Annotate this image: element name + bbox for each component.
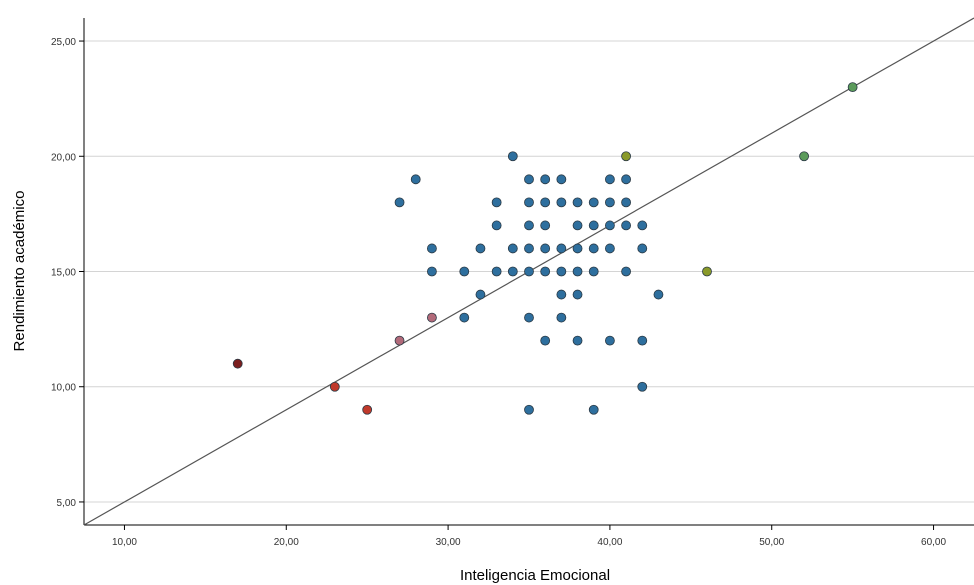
- data-point: [637, 335, 648, 346]
- data-point: [540, 197, 551, 208]
- data-point: [588, 197, 599, 208]
- y-axis-ticks: 5,00 10,00 15,00 20,00 25,00: [51, 37, 84, 509]
- data-point: [507, 243, 518, 254]
- data-point: [702, 266, 712, 277]
- data-point: [540, 335, 551, 346]
- data-point: [524, 174, 534, 185]
- data-point: [637, 381, 648, 392]
- data-point: [605, 197, 615, 208]
- data-point: [507, 266, 518, 277]
- data-point: [556, 243, 567, 254]
- data-point: [362, 404, 373, 415]
- data-point: [524, 266, 534, 277]
- data-point: [491, 266, 502, 277]
- data-point: [524, 243, 534, 254]
- x-tick-label: 10,00: [112, 537, 137, 548]
- data-point: [572, 266, 583, 277]
- y-tick-label: 10,00: [51, 383, 76, 394]
- data-points: [232, 82, 858, 415]
- data-point: [572, 243, 583, 254]
- data-point: [588, 243, 599, 254]
- data-point: [410, 174, 421, 185]
- data-point: [540, 174, 551, 185]
- data-point: [540, 266, 551, 277]
- data-point: [524, 404, 534, 415]
- data-point: [847, 82, 858, 93]
- data-point: [621, 220, 631, 231]
- y-tick-label: 20,00: [51, 152, 76, 163]
- data-point: [427, 266, 437, 277]
- data-point: [556, 312, 567, 323]
- data-point: [653, 289, 664, 300]
- data-point: [621, 151, 631, 162]
- x-axis-title: Inteligencia Emocional: [460, 567, 610, 584]
- data-point: [394, 335, 405, 346]
- data-point: [605, 174, 615, 185]
- data-point: [507, 151, 518, 162]
- data-point: [459, 312, 470, 323]
- data-point: [605, 220, 615, 231]
- data-point: [427, 243, 437, 254]
- data-point: [232, 358, 243, 369]
- data-point: [491, 220, 502, 231]
- data-point: [540, 220, 551, 231]
- x-tick-label: 60,00: [921, 537, 946, 548]
- data-point: [605, 335, 615, 346]
- data-point: [329, 381, 340, 392]
- data-point: [637, 243, 648, 254]
- data-point: [524, 312, 534, 323]
- y-tick-label: 5,00: [57, 498, 77, 509]
- data-point: [556, 197, 567, 208]
- data-point: [572, 220, 583, 231]
- data-point: [605, 243, 615, 254]
- x-tick-label: 20,00: [274, 537, 299, 548]
- data-point: [524, 197, 534, 208]
- y-tick-label: 15,00: [51, 268, 76, 279]
- data-point: [556, 174, 567, 185]
- data-point: [621, 197, 631, 208]
- x-tick-label: 40,00: [597, 537, 622, 548]
- data-point: [556, 266, 567, 277]
- data-point: [637, 220, 648, 231]
- data-point: [621, 174, 631, 185]
- data-point: [524, 220, 534, 231]
- data-point: [491, 197, 502, 208]
- data-point: [799, 151, 809, 162]
- data-point: [459, 266, 470, 277]
- data-point: [556, 289, 567, 300]
- data-point: [427, 312, 437, 323]
- data-point: [588, 266, 599, 277]
- data-point: [394, 197, 405, 208]
- y-axis-title: Rendimiento académico: [11, 191, 28, 352]
- data-point: [475, 289, 486, 300]
- data-point: [572, 335, 583, 346]
- data-point: [540, 243, 551, 254]
- data-point: [588, 220, 599, 231]
- x-tick-label: 50,00: [759, 537, 784, 548]
- x-axis-ticks: 10,00 20,00 30,00 40,00 50,00 60,00: [112, 525, 946, 548]
- x-tick-label: 30,00: [436, 537, 461, 548]
- data-point: [572, 289, 583, 300]
- y-tick-label: 25,00: [51, 37, 76, 48]
- data-point: [621, 266, 631, 277]
- data-point: [475, 243, 486, 254]
- data-point: [572, 197, 583, 208]
- data-point: [588, 404, 599, 415]
